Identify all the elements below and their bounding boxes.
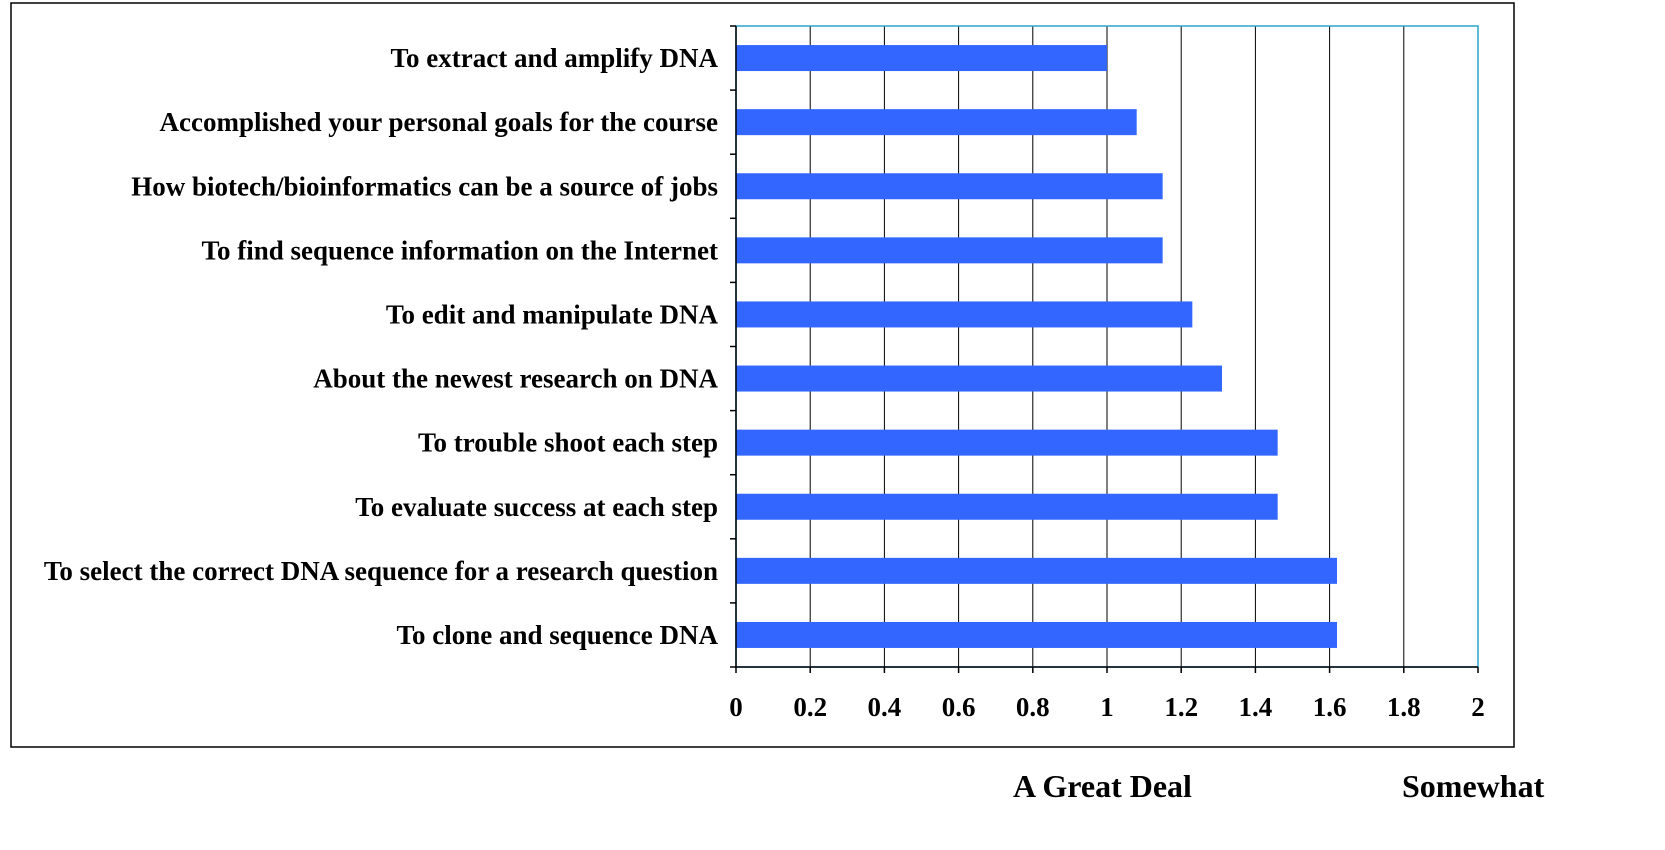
bars (736, 45, 1338, 648)
bar (736, 45, 1107, 72)
category-label: To select the correct DNA sequence for a… (44, 556, 718, 586)
category-label: To trouble shoot each step (418, 428, 718, 458)
tick-labels: 0 0.2 0.4 0.6 0.8 1 1.2 1.4 1.6 1.8 2 (729, 692, 1485, 722)
category-label: How biotech/bioinformatics can be a sour… (131, 171, 718, 201)
category-label: Accomplished your personal goals for the… (160, 107, 718, 137)
x-tick-label: 1.2 (1164, 692, 1198, 722)
x-tick-label: 0 (729, 692, 743, 722)
category-label: About the newest research on DNA (313, 364, 718, 394)
x-tick-label: 1.4 (1239, 692, 1273, 722)
annotation-somewhat: Somewhat (1402, 768, 1545, 804)
category-label: To evaluate success at each step (355, 492, 718, 522)
bar (736, 493, 1278, 520)
category-label: To edit and manipulate DNA (386, 299, 719, 329)
bar (736, 365, 1223, 392)
x-tick-label: 0.2 (793, 692, 827, 722)
x-tick-label: 0.6 (942, 692, 976, 722)
category-label: To find sequence information on the Inte… (201, 235, 718, 265)
bar (736, 301, 1193, 328)
x-tick-label: 2 (1471, 692, 1485, 722)
bar (736, 109, 1137, 136)
bar (736, 237, 1163, 264)
bar (736, 621, 1338, 648)
x-tick-label: 1.8 (1387, 692, 1421, 722)
axes (730, 25, 1479, 673)
bar (736, 557, 1338, 584)
bar (736, 429, 1278, 456)
x-tick-label: 1.6 (1313, 692, 1347, 722)
category-labels: To extract and amplify DNA Accomplished y… (44, 43, 719, 650)
x-tick-label: 0.8 (1016, 692, 1050, 722)
annotation-a-great-deal: A Great Deal (1013, 768, 1192, 804)
x-tick-label: 0.4 (868, 692, 902, 722)
category-label: To clone and sequence DNA (396, 620, 718, 650)
category-label: To extract and amplify DNA (391, 43, 719, 73)
x-tick-label: 1 (1100, 692, 1114, 722)
bar (736, 173, 1163, 200)
